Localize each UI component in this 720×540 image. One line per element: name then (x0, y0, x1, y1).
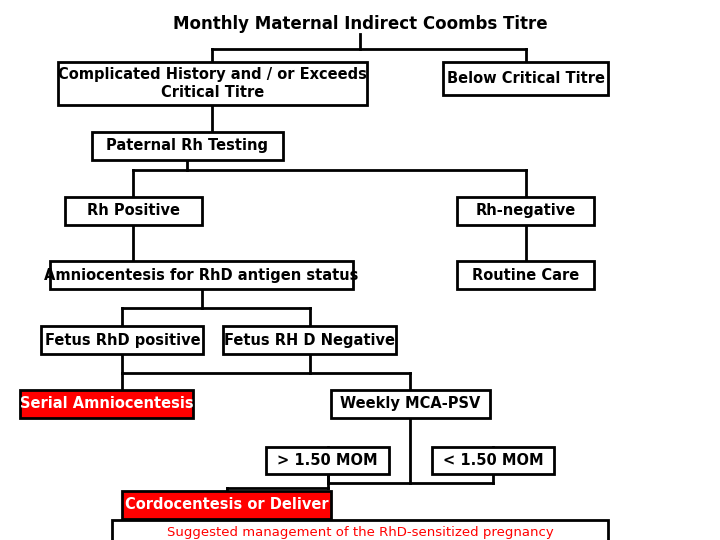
Text: Monthly Maternal Indirect Coombs Titre: Monthly Maternal Indirect Coombs Titre (173, 15, 547, 33)
FancyBboxPatch shape (457, 197, 594, 225)
Text: Rh-negative: Rh-negative (475, 203, 576, 218)
Text: Fetus RhD positive: Fetus RhD positive (45, 333, 200, 348)
Text: Suggested management of the RhD-sensitized pregnancy: Suggested management of the RhD-sensitiz… (166, 526, 554, 539)
FancyBboxPatch shape (457, 261, 594, 289)
FancyBboxPatch shape (50, 261, 353, 289)
FancyBboxPatch shape (266, 447, 389, 474)
FancyBboxPatch shape (42, 326, 204, 354)
FancyBboxPatch shape (432, 447, 554, 474)
Text: Paternal Rh Testing: Paternal Rh Testing (107, 138, 269, 153)
FancyBboxPatch shape (112, 520, 608, 540)
Text: Fetus RH D Negative: Fetus RH D Negative (224, 333, 395, 348)
Text: Routine Care: Routine Care (472, 268, 579, 283)
FancyBboxPatch shape (20, 390, 193, 418)
FancyBboxPatch shape (122, 491, 331, 519)
FancyBboxPatch shape (65, 197, 202, 225)
Text: < 1.50 MOM: < 1.50 MOM (443, 453, 544, 468)
FancyBboxPatch shape (223, 326, 396, 354)
Text: Below Critical Titre: Below Critical Titre (446, 71, 605, 86)
FancyBboxPatch shape (443, 62, 608, 94)
Text: Rh Positive: Rh Positive (86, 203, 180, 218)
FancyBboxPatch shape (58, 62, 367, 105)
Text: Weekly MCA-PSV: Weekly MCA-PSV (341, 396, 480, 411)
FancyBboxPatch shape (92, 132, 283, 160)
Text: Cordocentesis or Deliver: Cordocentesis or Deliver (125, 497, 328, 512)
Text: > 1.50 MOM: > 1.50 MOM (277, 453, 378, 468)
Text: Amniocentesis for RhD antigen status: Amniocentesis for RhD antigen status (45, 268, 359, 283)
FancyBboxPatch shape (331, 390, 490, 418)
Text: Serial Amniocentesis: Serial Amniocentesis (19, 396, 194, 411)
Text: Complicated History and / or Exceeds
Critical Titre: Complicated History and / or Exceeds Cri… (58, 68, 366, 100)
